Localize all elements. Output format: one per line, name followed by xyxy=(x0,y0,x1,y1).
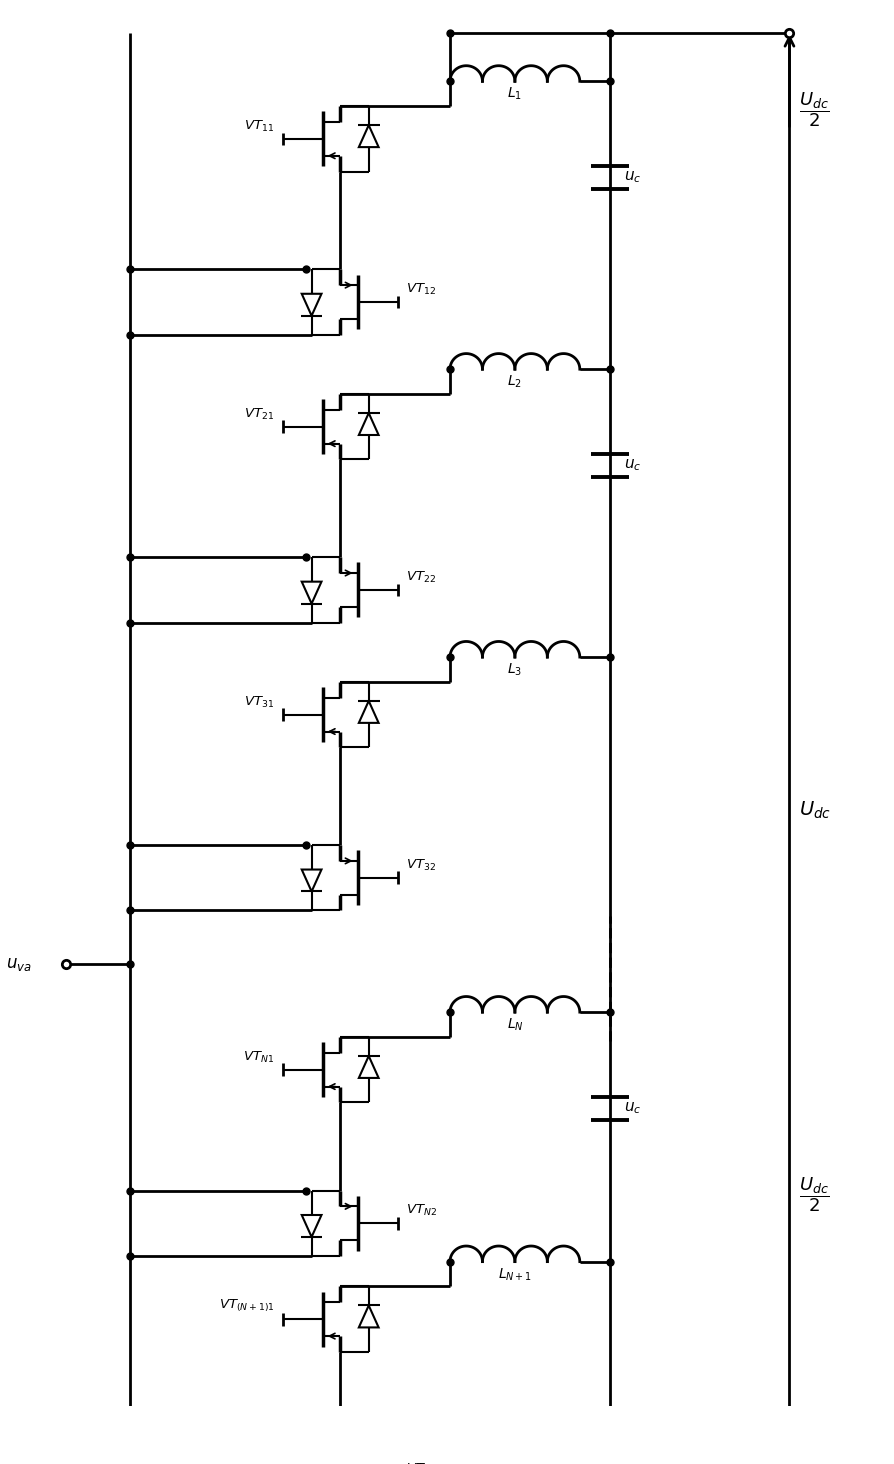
Text: $VT_{32}$: $VT_{32}$ xyxy=(406,858,435,873)
Text: $VT_{22}$: $VT_{22}$ xyxy=(406,569,435,586)
Text: $\dfrac{U_{dc}}{2}$: $\dfrac{U_{dc}}{2}$ xyxy=(799,91,830,129)
Text: $VT_{21}$: $VT_{21}$ xyxy=(244,407,274,422)
Text: $u_c$: $u_c$ xyxy=(624,1101,641,1116)
Text: $L_2$: $L_2$ xyxy=(508,373,522,391)
Text: $u_{va}$: $u_{va}$ xyxy=(5,956,31,972)
Text: $u_c$: $u_c$ xyxy=(624,170,641,184)
Text: $L_1$: $L_1$ xyxy=(508,86,522,102)
Text: $L_N$: $L_N$ xyxy=(507,1017,523,1034)
Text: $VT_{31}$: $VT_{31}$ xyxy=(244,695,274,710)
Text: $VT_{N2}$: $VT_{N2}$ xyxy=(406,1203,437,1218)
Text: $VT_{12}$: $VT_{12}$ xyxy=(406,283,435,297)
Text: $L_{N+1}$: $L_{N+1}$ xyxy=(498,1266,532,1282)
Text: $L_3$: $L_3$ xyxy=(507,662,522,678)
Text: $VT_{11}$: $VT_{11}$ xyxy=(244,119,274,135)
Text: $VT_{(N+1)1}$: $VT_{(N+1)1}$ xyxy=(219,1299,274,1315)
Text: $\dfrac{U_{dc}}{2}$: $\dfrac{U_{dc}}{2}$ xyxy=(799,1176,830,1214)
Text: $u_c$: $u_c$ xyxy=(624,457,641,473)
Text: $VT_{N1}$: $VT_{N1}$ xyxy=(243,1050,274,1064)
Text: $VT_{(N+1)2}$: $VT_{(N+1)2}$ xyxy=(406,1461,461,1464)
Text: $U_{dc}$: $U_{dc}$ xyxy=(799,799,831,821)
